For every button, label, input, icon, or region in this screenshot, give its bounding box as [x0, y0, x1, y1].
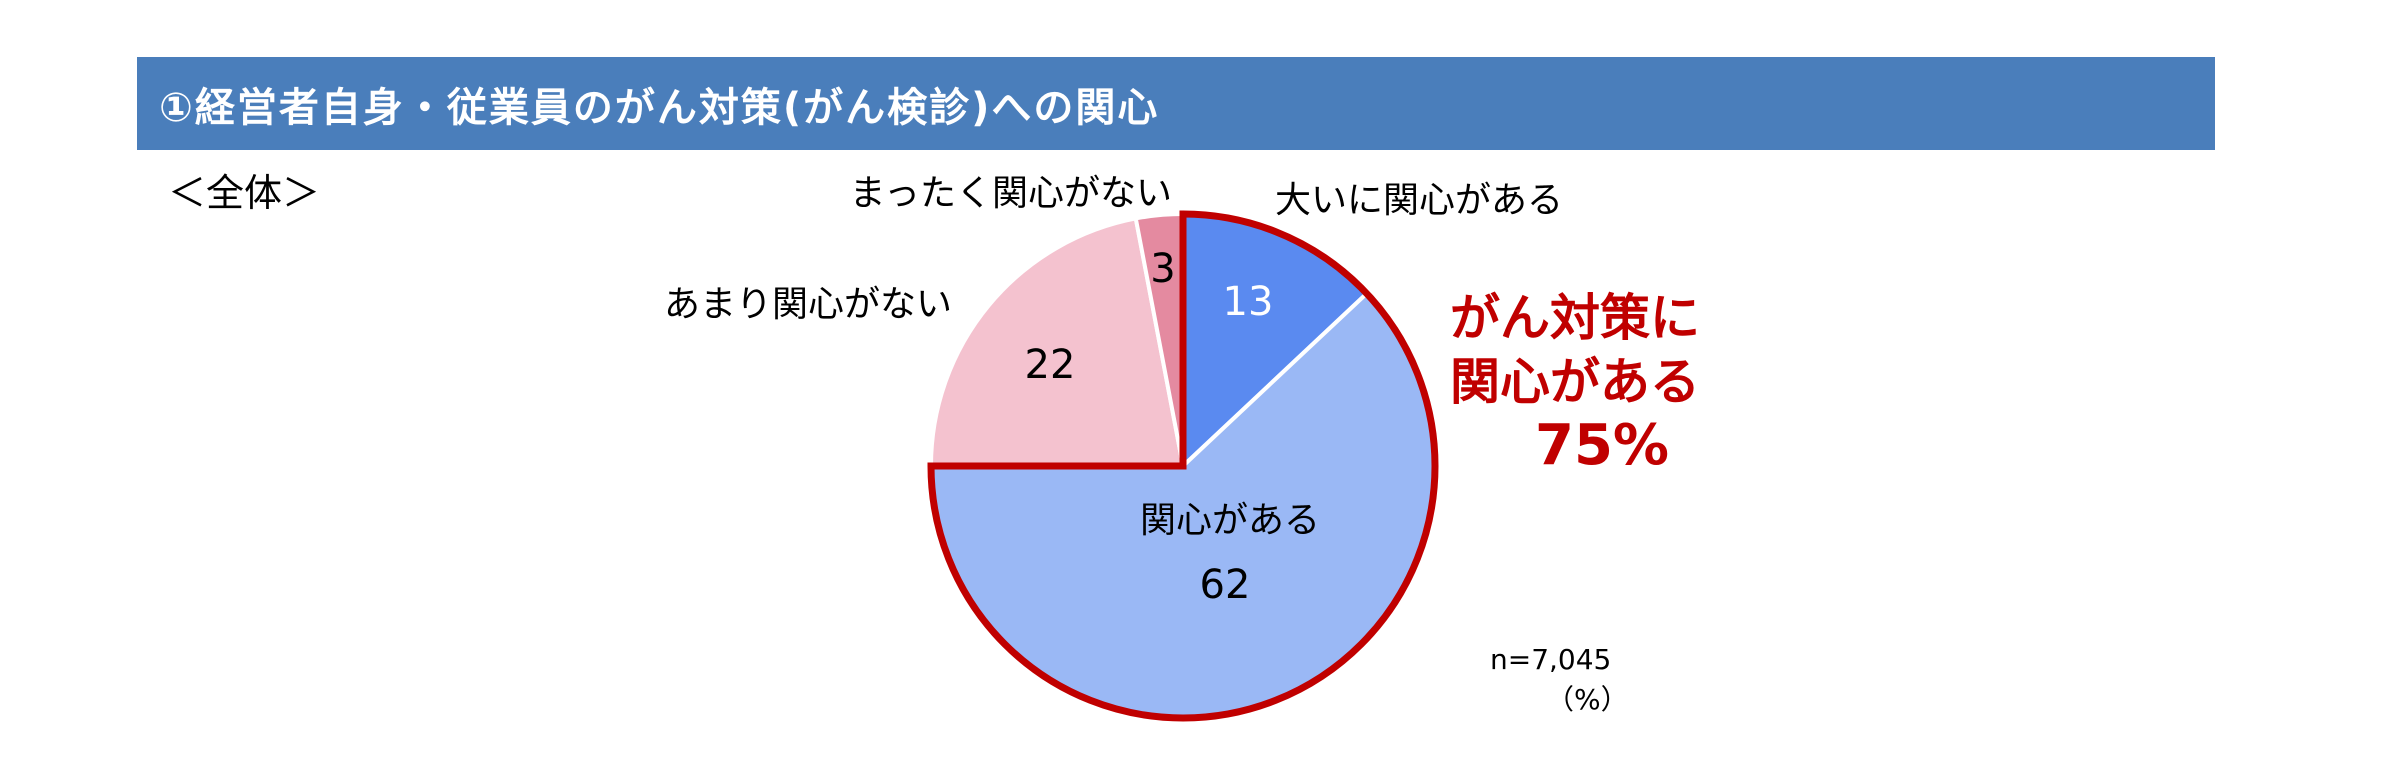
- slice-value-label: 62: [1200, 562, 1251, 608]
- callout-line-2: 関心がある: [1450, 353, 1700, 411]
- callout-value: 75%: [1535, 413, 1670, 478]
- header-bar: ①経営者自身・従業員のがん対策(がん検診)への関心: [137, 57, 2215, 150]
- sample-note: n=7,045 （%）: [1490, 640, 1629, 720]
- slice-category-label: あまり関心がない: [664, 284, 952, 325]
- slice-value-label: 22: [1025, 342, 1076, 388]
- highlight-outline: [927, 210, 1439, 722]
- callout-line-1: がん対策に: [1450, 289, 1700, 347]
- slice-category-label: 関心がある: [1140, 500, 1320, 541]
- slice-value-label: 13: [1223, 279, 1274, 325]
- pie-slice: [928, 216, 1186, 468]
- highlight-callout: がん対策に 関心がある 75%: [1450, 286, 1700, 478]
- slice-category-label: 大いに関心がある: [1275, 180, 1563, 221]
- header-title: ①経営者自身・従業員のがん対策(がん検診)への関心: [159, 84, 1160, 131]
- slice-category-label: まったく関心がない: [849, 173, 1172, 214]
- sample-size: n=7,045: [1490, 643, 1612, 676]
- slice-value-label: 3: [1150, 246, 1175, 292]
- unit-label: （%）: [1546, 683, 1629, 716]
- scope-label: ＜全体＞: [168, 171, 321, 215]
